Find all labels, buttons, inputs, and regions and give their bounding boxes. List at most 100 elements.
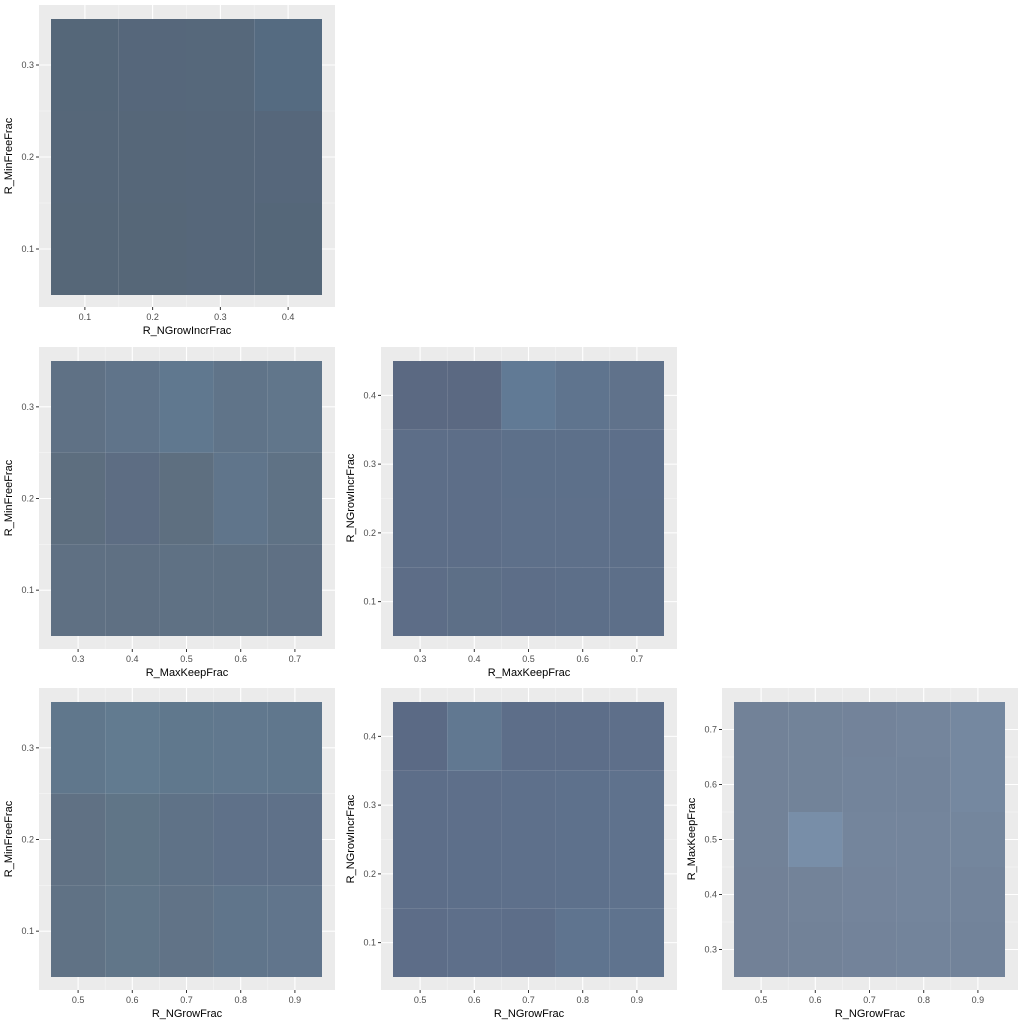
- y-axis-title: R_MinFreeFrac: [3, 117, 15, 194]
- heatmap-tile: [501, 702, 556, 771]
- x-tick-label: 0.4: [282, 312, 295, 322]
- heatmap-tile: [186, 111, 255, 203]
- heatmap-tile: [734, 867, 789, 922]
- y-tick-label: 0.3: [21, 743, 34, 753]
- x-axis-title: R_MaxKeepFrac: [146, 667, 229, 679]
- heatmap-tile: [896, 757, 951, 812]
- heatmap-tile: [267, 452, 322, 545]
- x-tick-label: 0.3: [414, 654, 427, 664]
- y-tick-label: 0.7: [704, 725, 717, 735]
- heatmap-tile: [501, 361, 556, 430]
- x-tick-label: 0.8: [917, 995, 930, 1005]
- x-tick-label: 0.7: [180, 995, 193, 1005]
- heatmap-tile: [501, 429, 556, 499]
- x-tick-label: 0.6: [576, 654, 589, 664]
- x-tick-label: 0.5: [414, 995, 427, 1005]
- heatmap-panel-5: 0.5 0.6 0.7 0.8 0.9 0.1 0.2 0.3 0.4 R_NGrowFrac R_…: [345, 688, 677, 1020]
- heatmap-tile: [447, 702, 502, 771]
- x-tick-label: 0.6: [809, 995, 822, 1005]
- heatmap-tile: [267, 702, 322, 794]
- heatmap-panel-2: 0.3 0.4 0.5 0.6 0.7 0.1 0.2 0.3 R_MaxKeepFrac R_M…: [3, 347, 335, 679]
- heatmap-tile: [213, 452, 268, 545]
- heatmap-tile: [105, 544, 160, 636]
- heatmap-tile: [51, 19, 119, 111]
- heatmap-tile: [896, 922, 951, 977]
- heatmap-tile: [213, 361, 268, 453]
- heatmap-tile: [555, 908, 610, 977]
- y-tick-label: 0.1: [363, 597, 376, 607]
- heatmap-tile: [555, 429, 610, 499]
- heatmap-tile: [896, 812, 951, 867]
- heatmap-tile: [842, 867, 897, 922]
- heatmap-tile: [555, 361, 610, 430]
- heatmap-tile: [267, 885, 322, 977]
- heatmap-tile: [447, 770, 502, 840]
- heatmap-tile: [447, 361, 502, 430]
- heatmap-tile: [788, 812, 843, 867]
- heatmap-tile: [842, 922, 897, 977]
- heatmap-tile: [393, 702, 448, 771]
- x-axis-title: R_MaxKeepFrac: [488, 667, 571, 679]
- y-tick-label: 0.2: [363, 528, 376, 538]
- heatmap-tile: [51, 702, 106, 794]
- heatmap-tile: [896, 867, 951, 922]
- x-tick-label: 0.5: [755, 995, 768, 1005]
- heatmap-tile: [501, 770, 556, 840]
- heatmap-tile: [51, 111, 119, 203]
- x-tick-label: 0.7: [522, 995, 535, 1005]
- heatmap-tile: [609, 839, 664, 909]
- heatmap-tile: [788, 702, 843, 757]
- x-tick-label: 0.7: [863, 995, 876, 1005]
- heatmap-tile: [51, 793, 106, 886]
- heatmap-tile: [159, 544, 214, 636]
- x-tick-label: 0.1: [79, 312, 92, 322]
- heatmap-tile: [51, 452, 106, 545]
- heatmap-tile: [159, 885, 214, 977]
- x-tick-label: 0.4: [468, 654, 481, 664]
- heatmap-tile: [51, 544, 106, 636]
- heatmap-panel-3: 0.3 0.4 0.5 0.6 0.7 0.1 0.2 0.3 0.4 R_MaxKeepFrac…: [345, 347, 677, 679]
- y-tick-label: 0.3: [21, 402, 34, 412]
- y-tick-label: 0.4: [363, 390, 376, 400]
- heatmap-tile: [186, 203, 255, 295]
- heatmap-tile: [842, 812, 897, 867]
- x-tick-label: 0.9: [631, 995, 644, 1005]
- heatmap-tile: [118, 111, 187, 203]
- x-tick-label: 0.9: [972, 995, 985, 1005]
- heatmap-tile: [447, 839, 502, 909]
- heatmap-tile: [105, 885, 160, 977]
- heatmap-tile: [555, 702, 610, 771]
- y-tick-label: 0.6: [704, 780, 717, 790]
- x-tick-label: 0.6: [126, 995, 139, 1005]
- heatmap-tile: [213, 793, 268, 886]
- heatmap-tile: [267, 793, 322, 886]
- x-tick-label: 0.8: [234, 995, 247, 1005]
- heatmap-tile: [734, 922, 789, 977]
- y-axis-title: R_NGrowIncrFrac: [345, 453, 357, 542]
- heatmap-tile: [555, 498, 610, 568]
- heatmap-tile: [186, 19, 255, 111]
- heatmap-tile: [51, 361, 106, 453]
- heatmap-tile: [267, 544, 322, 636]
- heatmap-tile: [393, 770, 448, 840]
- x-tick-label: 0.5: [180, 654, 193, 664]
- x-tick-label: 0.8: [576, 995, 589, 1005]
- y-axis-title: R_MinFreeFrac: [3, 800, 15, 877]
- x-tick-label: 0.6: [234, 654, 247, 664]
- heatmap-tile: [159, 702, 214, 794]
- y-tick-label: 0.1: [363, 938, 376, 948]
- x-axis-title: R_NGrowFrac: [835, 1008, 906, 1020]
- heatmap-tile: [254, 203, 322, 295]
- heatmap-tile: [213, 544, 268, 636]
- heatmap-tile: [555, 839, 610, 909]
- heatmap-tile: [609, 498, 664, 568]
- heatmap-tile: [609, 361, 664, 430]
- heatmap-tile: [555, 567, 610, 636]
- x-tick-label: 0.5: [72, 995, 85, 1005]
- heatmap-tile: [609, 908, 664, 977]
- heatmap-panel-1: 0.1 0.2 0.3 0.4 0.1 0.2 0.3 R_NGrowIncrFrac R_Mi…: [3, 5, 335, 337]
- heatmap-panel-4: 0.5 0.6 0.7 0.8 0.9 0.1 0.2 0.3 R_NGrowFrac R_Min…: [3, 688, 335, 1020]
- heatmap-tile: [393, 839, 448, 909]
- heatmap-tile: [105, 361, 160, 453]
